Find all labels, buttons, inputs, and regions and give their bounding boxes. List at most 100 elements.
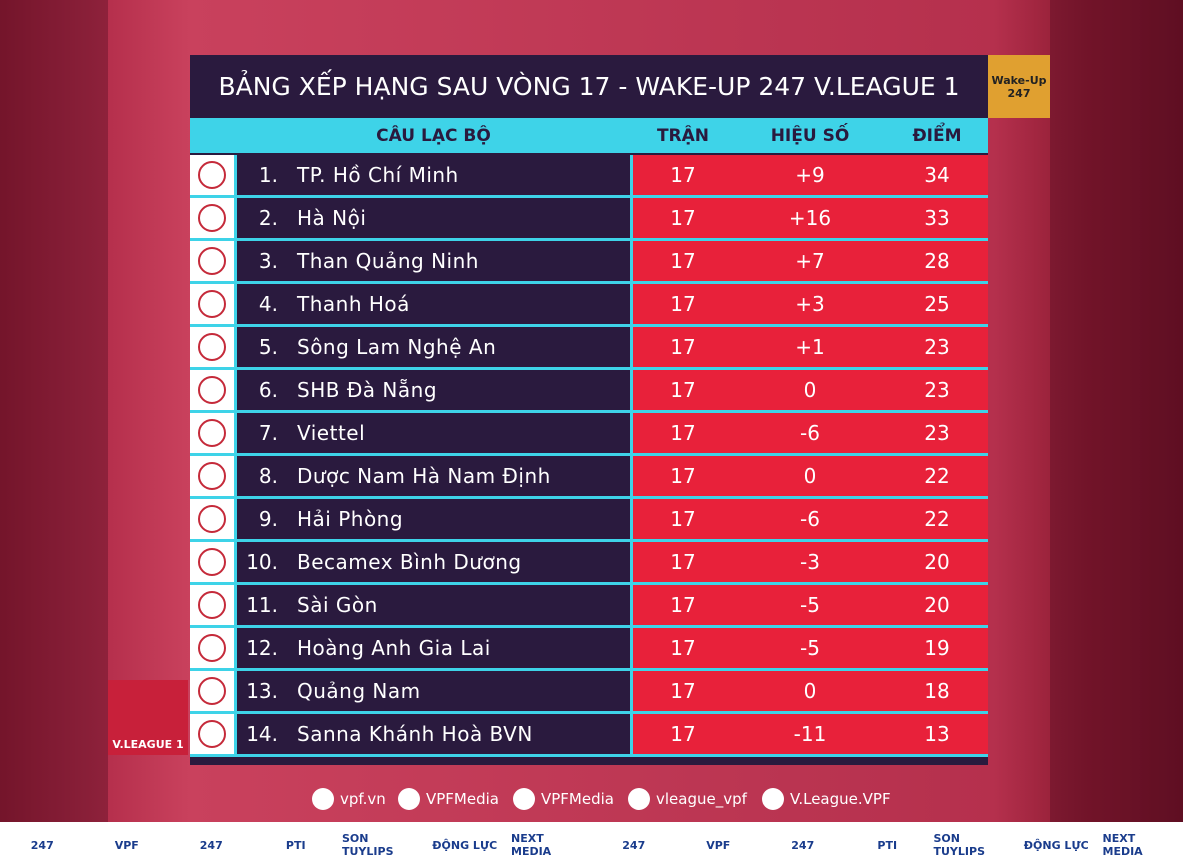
social-link: vleague_vpf <box>628 786 747 812</box>
row-separator <box>190 281 988 284</box>
rank: 3. <box>258 249 278 273</box>
column-separator <box>630 198 633 238</box>
logo-cell <box>190 585 234 625</box>
club-name: Sài Gòn <box>297 593 378 617</box>
logo-cell <box>190 241 234 281</box>
points: 28 <box>924 249 950 273</box>
sponsor-logo: SON TUYLIPS <box>342 832 394 858</box>
sponsor-logo: ĐỘNG LỰC <box>432 838 498 852</box>
rank: 6. <box>258 378 278 402</box>
column-separator <box>630 241 633 281</box>
column-separator <box>630 370 633 410</box>
club-logo <box>198 204 226 232</box>
goal-diff: -5 <box>800 593 820 617</box>
column-separator <box>234 499 237 539</box>
column-separator <box>234 585 237 625</box>
logo-cell <box>190 327 234 367</box>
sponsor-logo: 247 <box>791 838 815 852</box>
club-name: Hà Nội <box>297 206 367 230</box>
points: 34 <box>924 163 950 187</box>
club-logo <box>198 634 226 662</box>
social-text: V.League.VPF <box>790 790 891 808</box>
matches: 17 <box>670 378 696 402</box>
side-panel <box>0 0 108 868</box>
rank: 2. <box>258 206 278 230</box>
logo-cell <box>190 284 234 324</box>
club-name: Sanna Khánh Hoà BVN <box>297 722 533 746</box>
column-separator <box>234 370 237 410</box>
row-separator <box>190 539 988 542</box>
club-name: Hải Phòng <box>297 507 404 531</box>
club-name: Becamex Bình Dương <box>297 550 522 574</box>
matches: 17 <box>670 636 696 660</box>
stats-cell <box>633 499 988 539</box>
social-link: VPFMedia <box>513 786 614 812</box>
stats-cell <box>633 542 988 582</box>
logo-cell <box>190 370 234 410</box>
club-name: TP. Hồ Chí Minh <box>297 163 459 187</box>
stats-cell <box>633 284 988 324</box>
club-logo <box>198 462 226 490</box>
logo-cell <box>190 155 234 195</box>
sponsor-logo: 247 <box>30 838 54 852</box>
points: 22 <box>924 464 950 488</box>
social-icon <box>513 788 535 810</box>
brand-logo: Wake-Up 247 <box>988 55 1050 118</box>
header-row <box>190 118 988 153</box>
matches: 17 <box>670 679 696 703</box>
club-logo <box>198 505 226 533</box>
logo-cell <box>190 542 234 582</box>
row-separator <box>190 754 988 757</box>
club-name: SHB Đà Nẵng <box>297 378 438 402</box>
stats-cell <box>633 714 988 754</box>
sponsor-logo: ĐỘNG LỰC <box>1023 838 1089 852</box>
matches: 17 <box>670 464 696 488</box>
column-separator <box>234 542 237 582</box>
social-link: VPFMedia <box>398 786 499 812</box>
goal-diff: -5 <box>800 636 820 660</box>
rank: 9. <box>258 507 278 531</box>
rank: 12. <box>246 636 278 660</box>
column-header: ĐIỂM <box>912 125 962 146</box>
goal-diff: +9 <box>795 163 825 187</box>
goal-diff: -6 <box>800 421 820 445</box>
sponsor-logo: PTI <box>285 838 306 852</box>
column-header: HIỆU SỐ <box>770 125 850 146</box>
column-separator <box>630 456 633 496</box>
club-logo <box>198 419 226 447</box>
points: 25 <box>924 292 950 316</box>
rank: 5. <box>258 335 278 359</box>
goal-diff: -3 <box>800 550 820 574</box>
column-separator <box>630 671 633 711</box>
goal-diff: -6 <box>800 507 820 531</box>
column-separator <box>630 155 633 195</box>
column-separator <box>630 499 633 539</box>
goal-diff: 0 <box>803 679 817 703</box>
points: 23 <box>924 421 950 445</box>
column-separator <box>630 585 633 625</box>
column-separator <box>630 327 633 367</box>
stats-cell <box>633 327 988 367</box>
social-text: VPFMedia <box>426 790 499 808</box>
points: 23 <box>924 378 950 402</box>
logo-cell <box>190 198 234 238</box>
title: BẢNG XẾP HẠNG SAU VÒNG 17 - WAKE-UP 247 … <box>218 72 960 101</box>
club-name: Sông Lam Nghệ An <box>297 335 497 359</box>
rank: 1. <box>258 163 278 187</box>
club-logo <box>198 161 226 189</box>
club-logo <box>198 247 226 275</box>
stats-cell <box>633 456 988 496</box>
column-separator <box>630 284 633 324</box>
club-logo <box>198 591 226 619</box>
row-separator <box>190 625 988 628</box>
rank: 13. <box>246 679 278 703</box>
club-logo <box>198 290 226 318</box>
goal-diff: +1 <box>795 335 825 359</box>
sponsor-strip <box>0 822 1183 868</box>
matches: 17 <box>670 421 696 445</box>
club-name: Hoàng Anh Gia Lai <box>297 636 491 660</box>
column-separator <box>234 714 237 754</box>
points: 22 <box>924 507 950 531</box>
column-separator <box>234 456 237 496</box>
